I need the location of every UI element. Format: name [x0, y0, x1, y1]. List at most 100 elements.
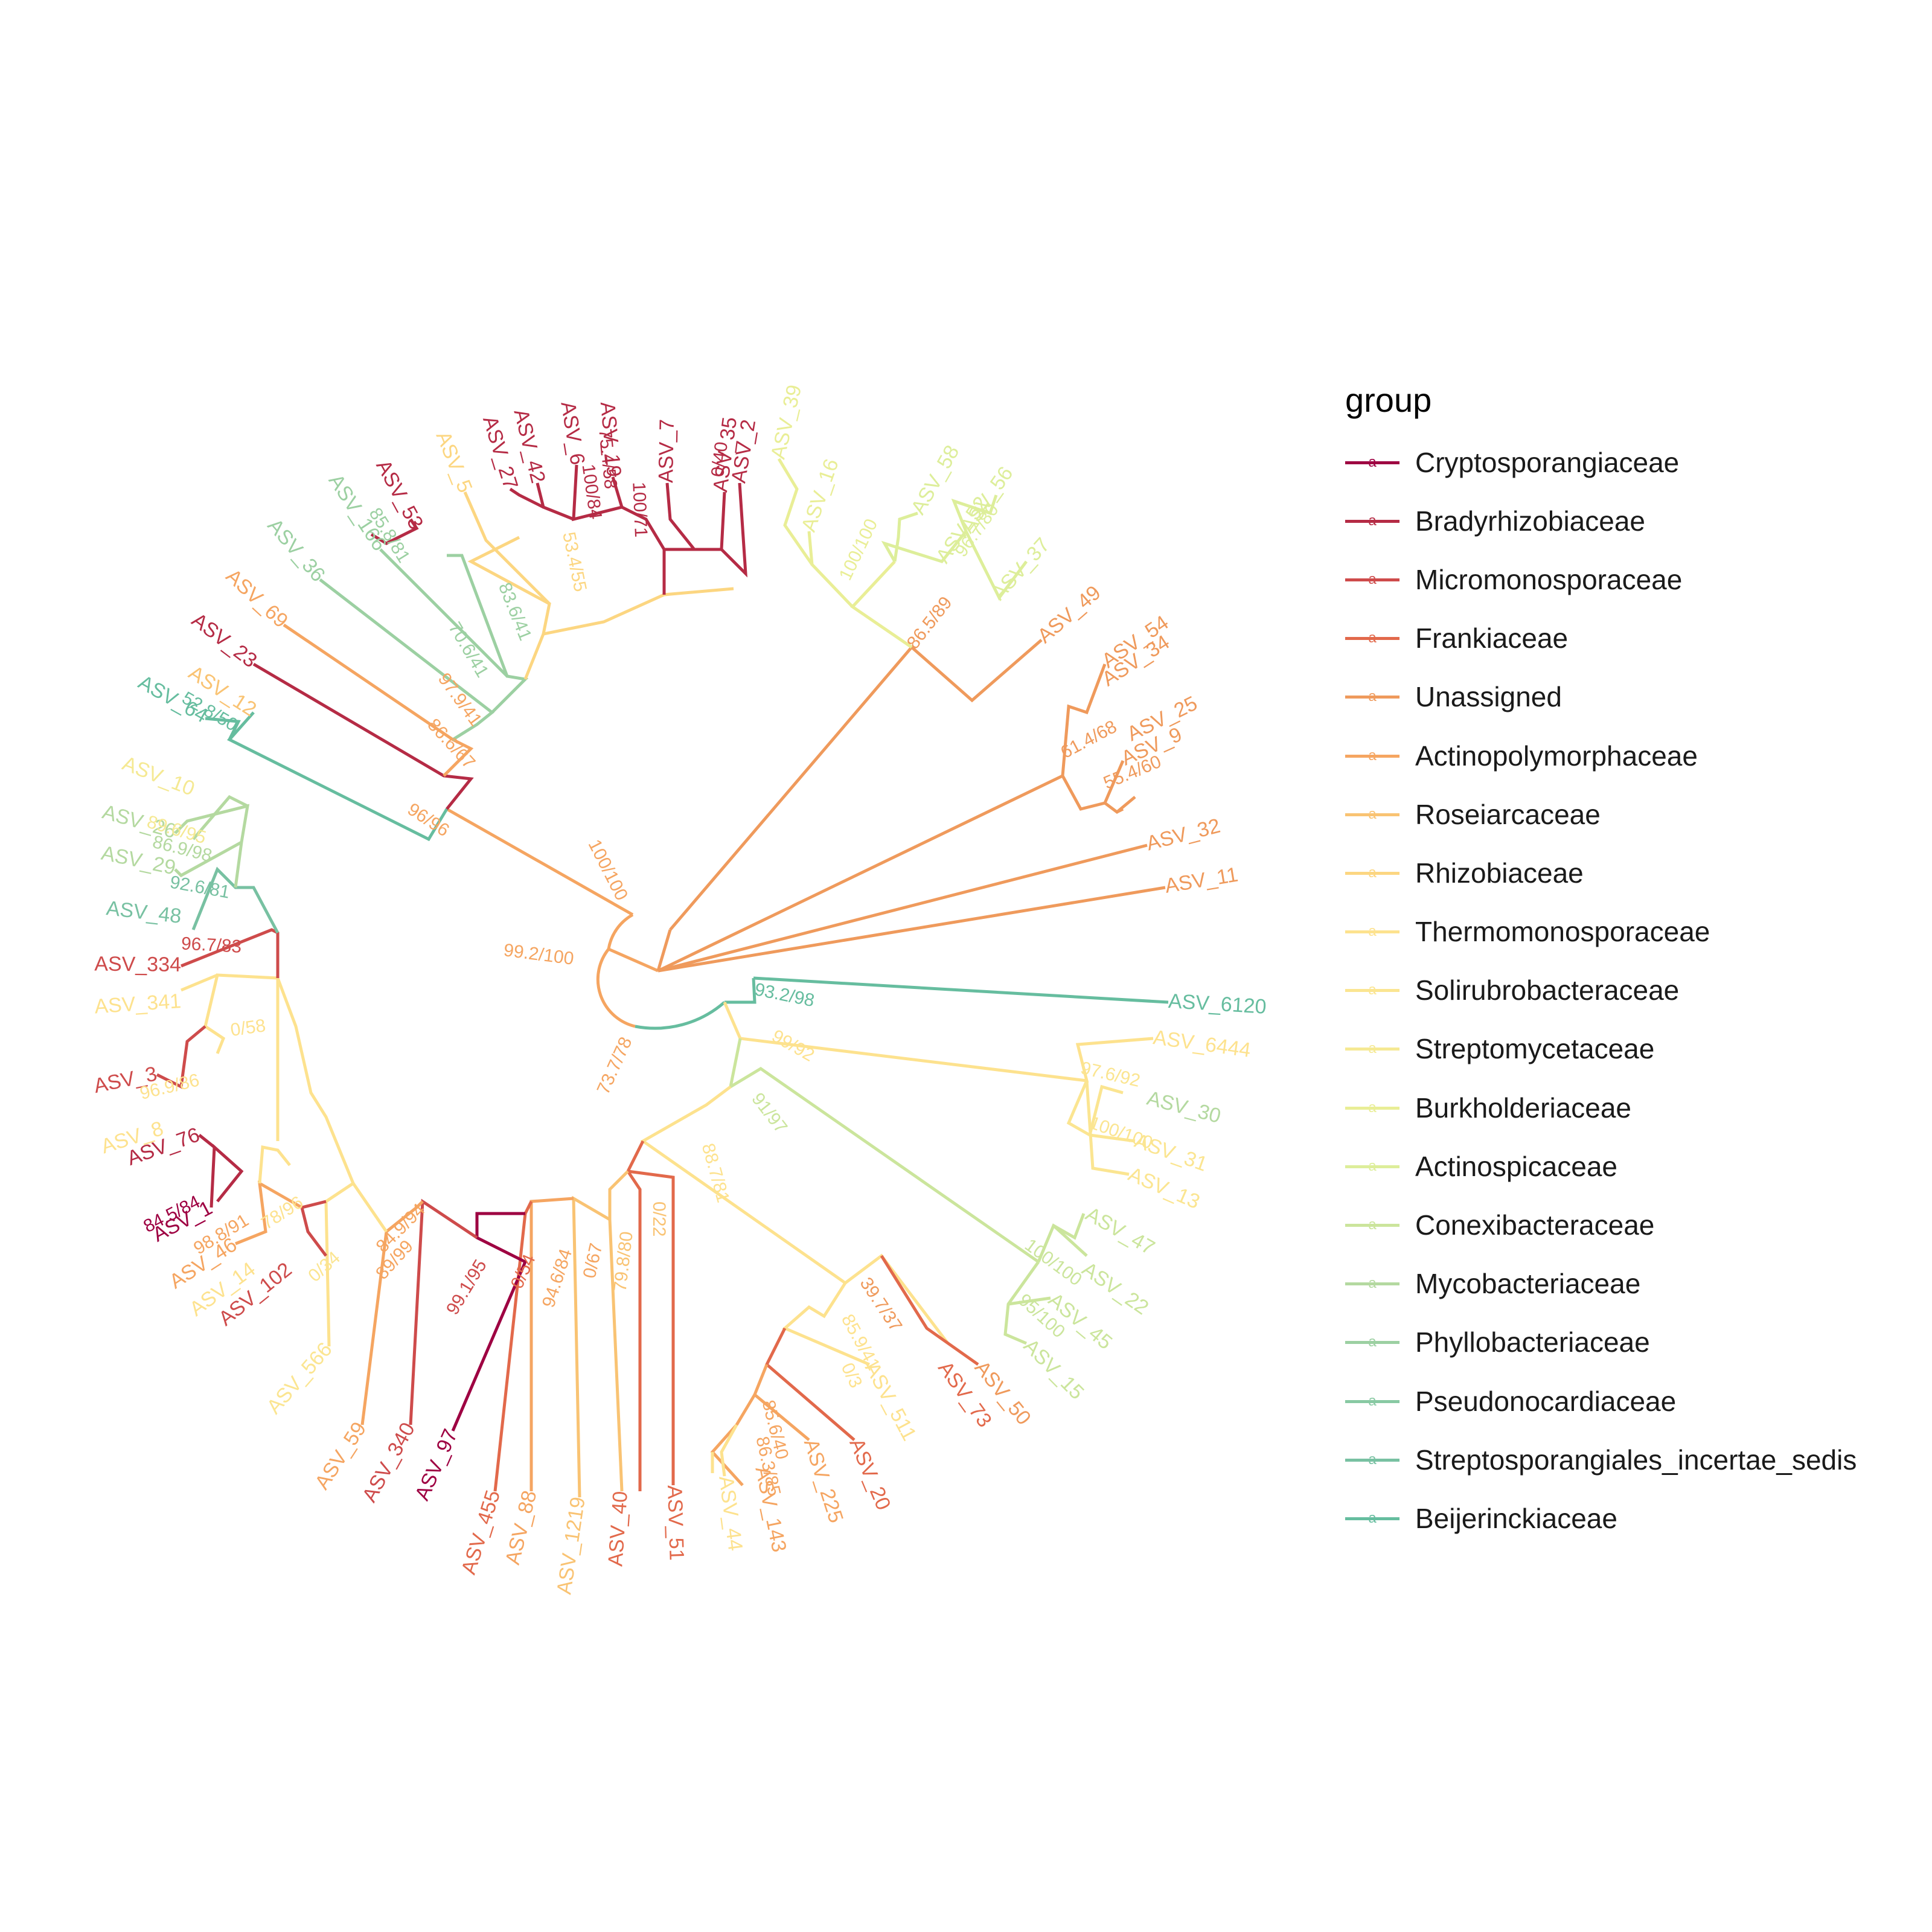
node-support-label: 94.6/84 — [539, 1246, 576, 1310]
node-support-label: 100/100 — [1087, 1113, 1155, 1153]
legend-entry: a Bradyrhizobiaceae — [1345, 491, 1857, 550]
node-support-label: 0/34 — [304, 1248, 344, 1286]
legend-key-icon: a — [1345, 1096, 1399, 1120]
legend-label: Roseiarcaceae — [1415, 798, 1601, 830]
legend-label: Pseudonocardiaceae — [1415, 1385, 1677, 1417]
legend-entry: a Roseiarcaceae — [1345, 785, 1857, 843]
legend-label: Burkholderiaceae — [1415, 1092, 1632, 1124]
legend-entry: a Actinospicaceae — [1345, 1137, 1857, 1195]
tip-label: ASV_47 — [1082, 1203, 1159, 1260]
tip-label: ASV_22 — [1078, 1258, 1153, 1320]
node-support-label: 88.7/81 — [698, 1141, 734, 1204]
legend-label: Streptomycetaceae — [1415, 1033, 1655, 1065]
legend-entry: a Actinopolymorphaceae — [1345, 726, 1857, 785]
tip-label: ASV_11 — [1163, 863, 1240, 898]
tip-label: ASV_49 — [1033, 581, 1105, 648]
legend-label: Actinospicaceae — [1415, 1150, 1617, 1182]
legend-entry: a Conexibacteraceae — [1345, 1195, 1857, 1254]
legend-label: Rhizobiaceae — [1415, 857, 1584, 889]
node-support-label: 0/54 — [507, 1252, 540, 1292]
tip-label: ASV_6444 — [1152, 1026, 1252, 1062]
legend-key-icon: a — [1345, 450, 1399, 475]
legend-key-icon: a — [1345, 1506, 1399, 1531]
tip-label: ASV_566 — [263, 1338, 337, 1418]
legend-entry: a Thermomonosporaceae — [1345, 903, 1857, 961]
tip-label: ASV_88 — [501, 1488, 541, 1567]
legend-key-icon: a — [1345, 685, 1399, 709]
node-support-label: 53.4/55 — [558, 530, 590, 593]
tip-label: ASV_97 — [411, 1425, 462, 1503]
legend-entry: a Streptomycetaceae — [1345, 1020, 1857, 1078]
tip-label: ASV_37 — [987, 533, 1054, 604]
legend-label: Cryptosporangiaceae — [1415, 446, 1680, 478]
node-support-label: 83.6/41 — [494, 580, 536, 643]
node-support-label: 91/97 — [747, 1089, 791, 1137]
tip-label: ASV_39 — [767, 383, 807, 461]
node-support-label: 79.8/80 — [610, 1230, 637, 1293]
tip-label: ASV_6120 — [1168, 990, 1267, 1019]
legend-key-icon: a — [1345, 568, 1399, 592]
legend-entry: a Micromonosporaceae — [1345, 550, 1857, 609]
tip-label: ASV_341 — [94, 990, 182, 1018]
legend-label: Micromonosporaceae — [1415, 563, 1683, 595]
tip-label: ASV_6 — [556, 400, 589, 467]
node-support-label: 92.6/81 — [168, 872, 231, 902]
legend-key-icon: a — [1345, 920, 1399, 944]
legend-entry: a Unassigned — [1345, 668, 1857, 726]
legend-entry: a Mycobacteriaceae — [1345, 1255, 1857, 1313]
legend-label: Thermomonosporaceae — [1415, 916, 1710, 948]
legend-label: Beijerinckiaceae — [1415, 1502, 1617, 1534]
legend-label: Phyllobacteriaceae — [1415, 1326, 1650, 1358]
tip-label: ASV_5 — [432, 428, 477, 496]
circular-phylogenetic-tree: ASV_2ASV_35ASV_7ASV_19ASV_6ASV_42ASV_27A… — [92, 383, 1267, 1596]
node-support-label: 0/67 — [580, 1241, 607, 1280]
tip-label: ASV_334 — [94, 952, 181, 976]
legend-entry: a Frankiaceae — [1345, 609, 1857, 668]
tree-branches — [156, 458, 1169, 1498]
node-support-label: 0/22 — [649, 1201, 669, 1236]
legend-key-icon: a — [1345, 1389, 1399, 1413]
tip-label: ASV_1219 — [552, 1495, 590, 1596]
legend-key-icon: a — [1345, 744, 1399, 768]
tip-label: ASV_455 — [457, 1488, 505, 1577]
tip-label: ASV_30 — [1145, 1087, 1223, 1128]
legend-entry: a Pseudonocardiaceae — [1345, 1372, 1857, 1430]
legend-key-icon: a — [1345, 1213, 1399, 1237]
legend-key-icon: a — [1345, 978, 1399, 1002]
legend-key-icon: a — [1345, 1154, 1399, 1179]
node-support-label: 85.9/41 — [837, 1311, 884, 1374]
node-support-label: 100/100 — [836, 516, 882, 583]
node-support-label: 99.1/95 — [443, 1256, 491, 1319]
legend-label: Frankiaceae — [1415, 622, 1569, 654]
node-support-label: 78/96 — [258, 1192, 307, 1233]
tip-label: ASV_15 — [1019, 1334, 1089, 1404]
legend-label: Unassigned — [1415, 681, 1562, 713]
legend-label: Solirubrobacteraceae — [1415, 974, 1680, 1006]
node-support-label: 100/100 — [1021, 1235, 1086, 1290]
tip-label: ASV_36 — [263, 514, 330, 586]
legend-key-icon: a — [1345, 1448, 1399, 1472]
node-support-label: 96.7/83 — [181, 933, 242, 957]
tip-label: ASV_40 — [604, 1491, 632, 1567]
tip-label: ASV_69 — [222, 565, 292, 633]
legend-label: Streptosporangiales_incertae_sedis — [1415, 1444, 1857, 1476]
node-support-label: 96/96 — [404, 799, 453, 841]
tip-label: ASV_16 — [797, 456, 843, 534]
legend-key-icon: a — [1345, 802, 1399, 827]
legend-label: Actinopolymorphaceae — [1415, 740, 1698, 772]
node-support-label: 100/100 — [584, 836, 632, 904]
tip-label: ASV_48 — [105, 897, 182, 928]
legend-entry: a Phyllobacteriaceae — [1345, 1313, 1857, 1372]
legend-key-icon: a — [1345, 509, 1399, 533]
legend-entry: a Beijerinckiaceae — [1345, 1489, 1857, 1547]
tip-labels: ASV_2ASV_35ASV_7ASV_19ASV_6ASV_42ASV_27A… — [92, 383, 1267, 1596]
node-support-label: 86.5/89 — [903, 593, 956, 653]
legend-label: Bradyrhizobiaceae — [1415, 505, 1646, 537]
legend: group a Cryptosporangiaceae a Bradyrhizobia… — [1345, 380, 1857, 1548]
legend-entry: a Burkholderiaceae — [1345, 1078, 1857, 1137]
node-support-label: 99.2/100 — [502, 940, 575, 969]
legend-key-icon: a — [1345, 861, 1399, 885]
node-support-label: 73.7/78 — [593, 1034, 636, 1098]
legend-title: group — [1345, 381, 1432, 419]
legend-entry: a Streptosporangiales_incertae_sedis — [1345, 1430, 1857, 1489]
